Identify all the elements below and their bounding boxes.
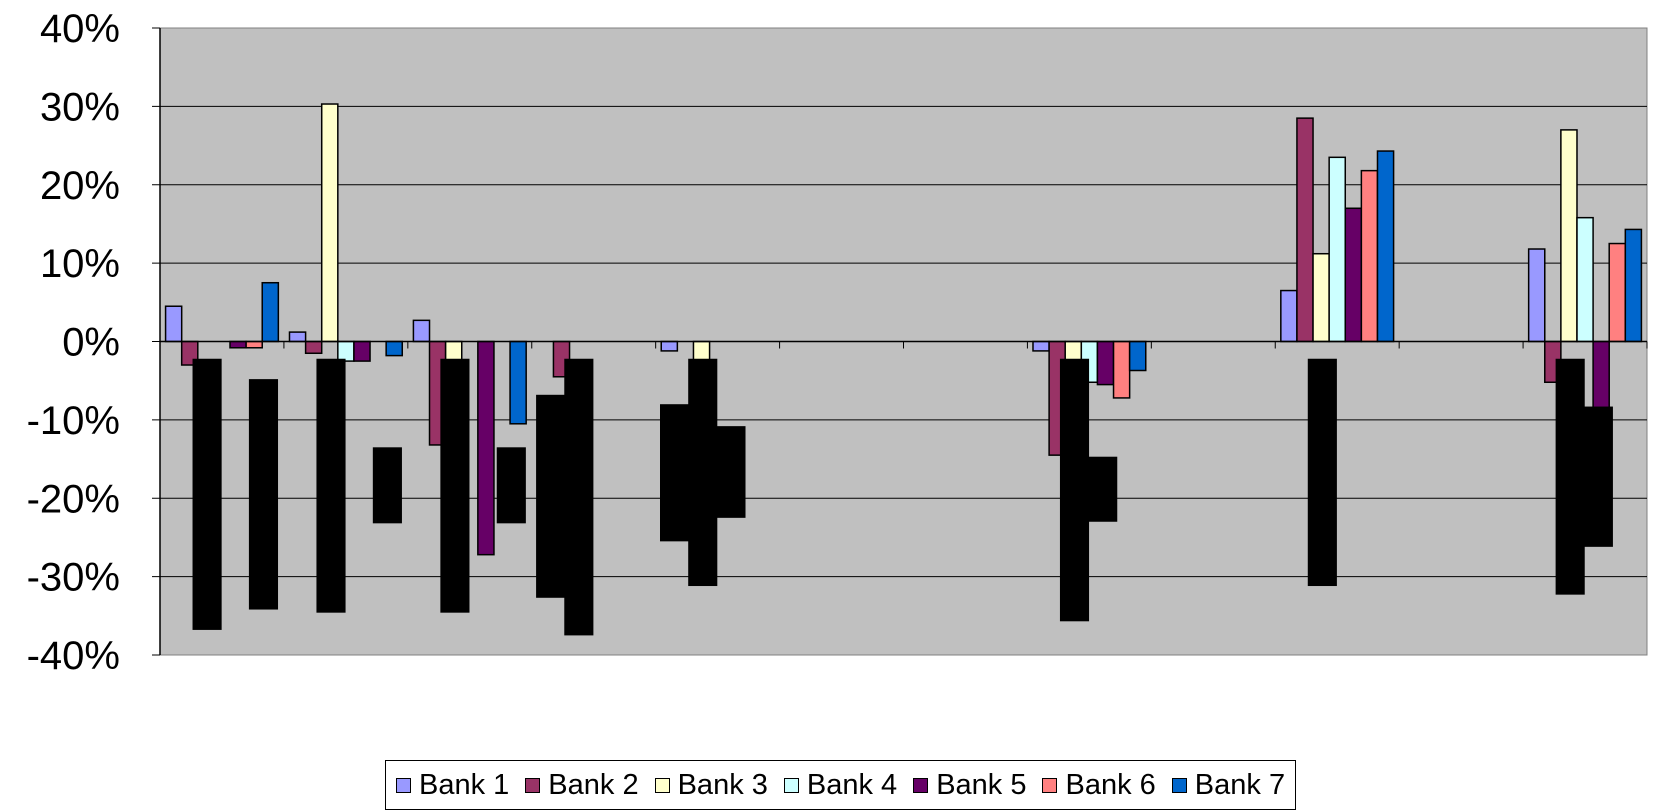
legend-label: Bank 4 — [807, 769, 897, 802]
redaction-block — [497, 447, 526, 523]
y-tick-label: 30% — [40, 85, 120, 129]
legend-item: Bank 7 — [1172, 769, 1285, 802]
bar — [1130, 342, 1146, 371]
legend-item: Bank 4 — [784, 769, 897, 802]
redaction-block — [440, 359, 469, 613]
legend-item: Bank 5 — [913, 769, 1026, 802]
bar — [1625, 229, 1641, 341]
bar — [1114, 342, 1130, 398]
y-tick-label: 10% — [40, 242, 120, 286]
bar — [338, 342, 354, 362]
redaction-block — [536, 395, 565, 598]
bar — [289, 332, 305, 341]
legend-label: Bank 7 — [1195, 769, 1285, 802]
redaction-block — [1308, 359, 1337, 586]
bar — [413, 320, 429, 341]
redaction-block — [564, 359, 593, 636]
bar — [1281, 291, 1297, 342]
bar — [1609, 244, 1625, 342]
bar — [1345, 208, 1361, 341]
bar — [246, 342, 262, 348]
legend-label: Bank 6 — [1065, 769, 1155, 802]
redaction-block — [193, 359, 222, 630]
bar — [354, 342, 370, 362]
legend-swatch — [913, 778, 928, 793]
bar — [322, 104, 338, 341]
legend-label: Bank 2 — [548, 769, 638, 802]
redaction-block — [1088, 457, 1117, 522]
legend-label: Bank 1 — [419, 769, 509, 802]
bar — [661, 342, 677, 351]
legend-swatch — [655, 778, 670, 793]
bar — [1561, 130, 1577, 342]
bar — [1529, 249, 1545, 341]
legend-swatch — [1042, 778, 1057, 793]
y-tick-label: -40% — [27, 634, 120, 678]
legend-swatch — [1172, 778, 1187, 793]
legend-item: Bank 6 — [1042, 769, 1155, 802]
legend-swatch — [784, 778, 799, 793]
y-tick-label: -20% — [27, 477, 120, 521]
redaction-block — [373, 447, 402, 523]
bar — [1329, 157, 1345, 341]
legend-item: Bank 3 — [655, 769, 768, 802]
redaction-block — [660, 404, 689, 541]
bar — [1313, 254, 1329, 342]
bar — [230, 342, 246, 348]
y-tick-label: 20% — [40, 164, 120, 208]
legend-swatch — [525, 778, 540, 793]
redaction-block — [1556, 359, 1585, 595]
bar — [510, 342, 526, 424]
bar — [478, 342, 494, 555]
bar — [1297, 118, 1313, 341]
bar — [1377, 151, 1393, 341]
y-axis-tick-labels: 40% 30% 20% 10% 0% -10% -20% -30% -40% — [27, 7, 120, 678]
redaction-block — [316, 359, 345, 613]
legend-item: Bank 2 — [525, 769, 638, 802]
bar — [1033, 342, 1049, 351]
y-tick-label: -10% — [27, 399, 120, 443]
redaction-block — [716, 426, 745, 518]
legend-label: Bank 3 — [678, 769, 768, 802]
redaction-block — [1584, 407, 1613, 547]
bar — [166, 306, 182, 341]
redaction-block — [688, 359, 717, 586]
legend: Bank 1 Bank 2 Bank 3 Bank 4 Bank 5 Bank 6 Bank… — [385, 760, 1296, 810]
bar-chart: 40% 30% 20% 10% 0% -10% -20% -30% -40% — [0, 0, 1654, 760]
legend-label: Bank 5 — [936, 769, 1026, 802]
redaction-block — [1060, 359, 1089, 622]
legend-item: Bank 1 — [396, 769, 509, 802]
y-tick-label: 40% — [40, 7, 120, 51]
legend-swatch — [396, 778, 411, 793]
bar — [386, 342, 402, 356]
bar — [1361, 171, 1377, 342]
bar — [306, 342, 322, 354]
redaction-block — [249, 379, 278, 609]
bar — [262, 283, 278, 342]
bar — [1097, 342, 1113, 385]
bar — [1593, 342, 1609, 409]
bar — [1577, 218, 1593, 342]
y-tick-label: 0% — [62, 321, 120, 365]
y-tick-label: -30% — [27, 556, 120, 600]
